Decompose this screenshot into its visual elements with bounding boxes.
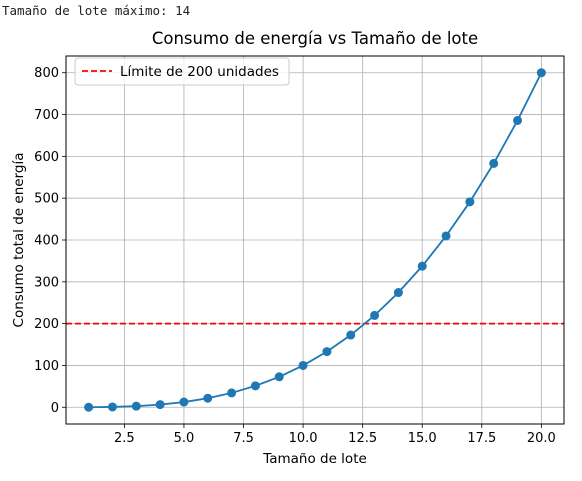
data-point [417,261,427,271]
y-ticks: 0 100 200 300 400 500 600 700 800 [34,66,66,416]
x-tick-label: 5.0 [174,431,195,446]
data-point [179,397,189,407]
data-point [203,393,213,403]
x-tick-label: 7.5 [233,431,254,446]
data-point [84,402,94,412]
data-point [465,197,475,207]
legend-box [74,57,290,86]
plot-area: 2.5 5.0 7.5 10.0 12.5 15.0 17.5 20.0 0 100 200 300… [34,55,565,446]
y-tick-label: 300 [34,275,59,290]
console-output: Tamaño de lote máximo: 14 [2,3,191,18]
chart-title: Consumo de energía vs Tamaño de lote [152,29,478,48]
data-point [346,330,356,340]
x-tick-label: 10.0 [289,431,318,446]
y-tick-label: 500 [34,192,59,207]
series-layer [84,68,546,412]
data-point [489,158,499,168]
x-tick-label: 17.5 [467,431,496,446]
data-point [370,310,380,320]
y-tick-label: 600 [34,150,59,165]
y-axis-label: Consumo total de energía [11,153,27,328]
data-point [227,388,237,398]
y-tick-label: 200 [34,317,59,332]
x-ticks: 2.5 5.0 7.5 10.0 12.5 15.0 17.5 20.0 [114,424,556,446]
y-tick-label: 100 [34,359,59,374]
data-point [536,68,546,78]
y-tick-label: 400 [34,234,59,249]
y-tick-label: 800 [34,66,59,81]
data-point [441,231,451,241]
x-tick-label: 15.0 [408,431,437,446]
data-point [250,381,260,391]
data-point [155,400,165,410]
x-tick-label: 12.5 [348,431,377,446]
legend-label: Límite de 200 unidades [120,64,279,80]
x-axis-label: Tamaño de lote [262,451,367,467]
y-tick-label: 0 [51,401,59,416]
legend: Límite de 200 unidades [74,57,290,86]
data-point [513,115,523,125]
x-tick-label: 2.5 [114,431,135,446]
data-point [131,401,141,411]
data-point [298,360,308,370]
data-point [322,347,332,357]
data-point [393,288,403,298]
data-point [107,402,117,412]
data-point [274,372,284,382]
x-tick-label: 20.0 [527,431,556,446]
y-tick-label: 700 [34,108,59,123]
